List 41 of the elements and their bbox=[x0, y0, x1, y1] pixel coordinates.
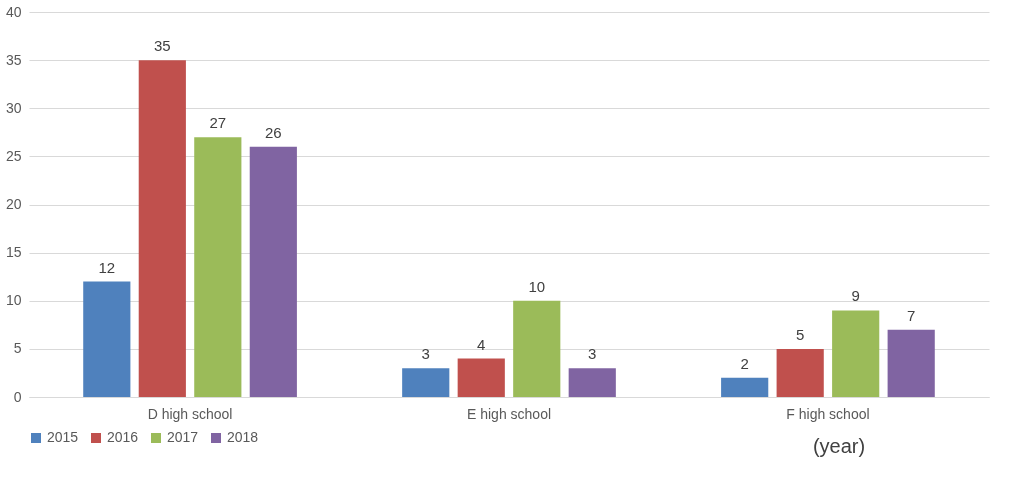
y-tick-label: 30 bbox=[5, 99, 22, 116]
bar bbox=[887, 329, 935, 397]
bar bbox=[249, 146, 297, 397]
bar bbox=[513, 300, 561, 397]
data-label: 9 bbox=[851, 287, 860, 305]
y-tick-label: 40 bbox=[5, 3, 22, 20]
bar bbox=[83, 281, 131, 397]
bar bbox=[776, 348, 824, 397]
bar bbox=[721, 377, 769, 397]
bar bbox=[194, 137, 242, 397]
data-label: 27 bbox=[209, 114, 227, 132]
y-tick-label: 15 bbox=[5, 244, 22, 261]
bar bbox=[832, 310, 880, 397]
data-label: 5 bbox=[796, 325, 805, 343]
data-label: 2 bbox=[740, 354, 749, 372]
legend-label: 2016 bbox=[107, 429, 139, 445]
x-tick-label: F high school bbox=[786, 405, 870, 422]
x-tick-label: D high school bbox=[147, 405, 233, 422]
y-tick-label: 25 bbox=[5, 147, 22, 164]
y-tick-label: 0 bbox=[13, 388, 22, 405]
bar bbox=[138, 60, 186, 397]
bar bbox=[402, 368, 450, 397]
legend-label: 2018 bbox=[227, 429, 259, 445]
legend-label: 2017 bbox=[167, 429, 199, 445]
data-label: 35 bbox=[153, 37, 171, 55]
y-tick-label: 20 bbox=[5, 196, 22, 212]
legend-label: 2015 bbox=[47, 429, 79, 445]
data-label: 12 bbox=[98, 258, 116, 276]
data-label: 26 bbox=[264, 123, 282, 141]
bar bbox=[457, 358, 505, 397]
data-label: 3 bbox=[588, 345, 597, 363]
data-label: 10 bbox=[528, 277, 546, 295]
data-label: 3 bbox=[421, 345, 430, 363]
x-tick-label: E high school bbox=[466, 405, 552, 422]
y-tick-label: 10 bbox=[5, 292, 22, 309]
data-label: 4 bbox=[477, 335, 486, 353]
data-label: 7 bbox=[907, 306, 916, 324]
y-tick-label: 5 bbox=[13, 340, 22, 357]
text: (year) bbox=[812, 435, 866, 457]
y-tick-label: 35 bbox=[5, 51, 22, 68]
bar bbox=[568, 368, 616, 397]
